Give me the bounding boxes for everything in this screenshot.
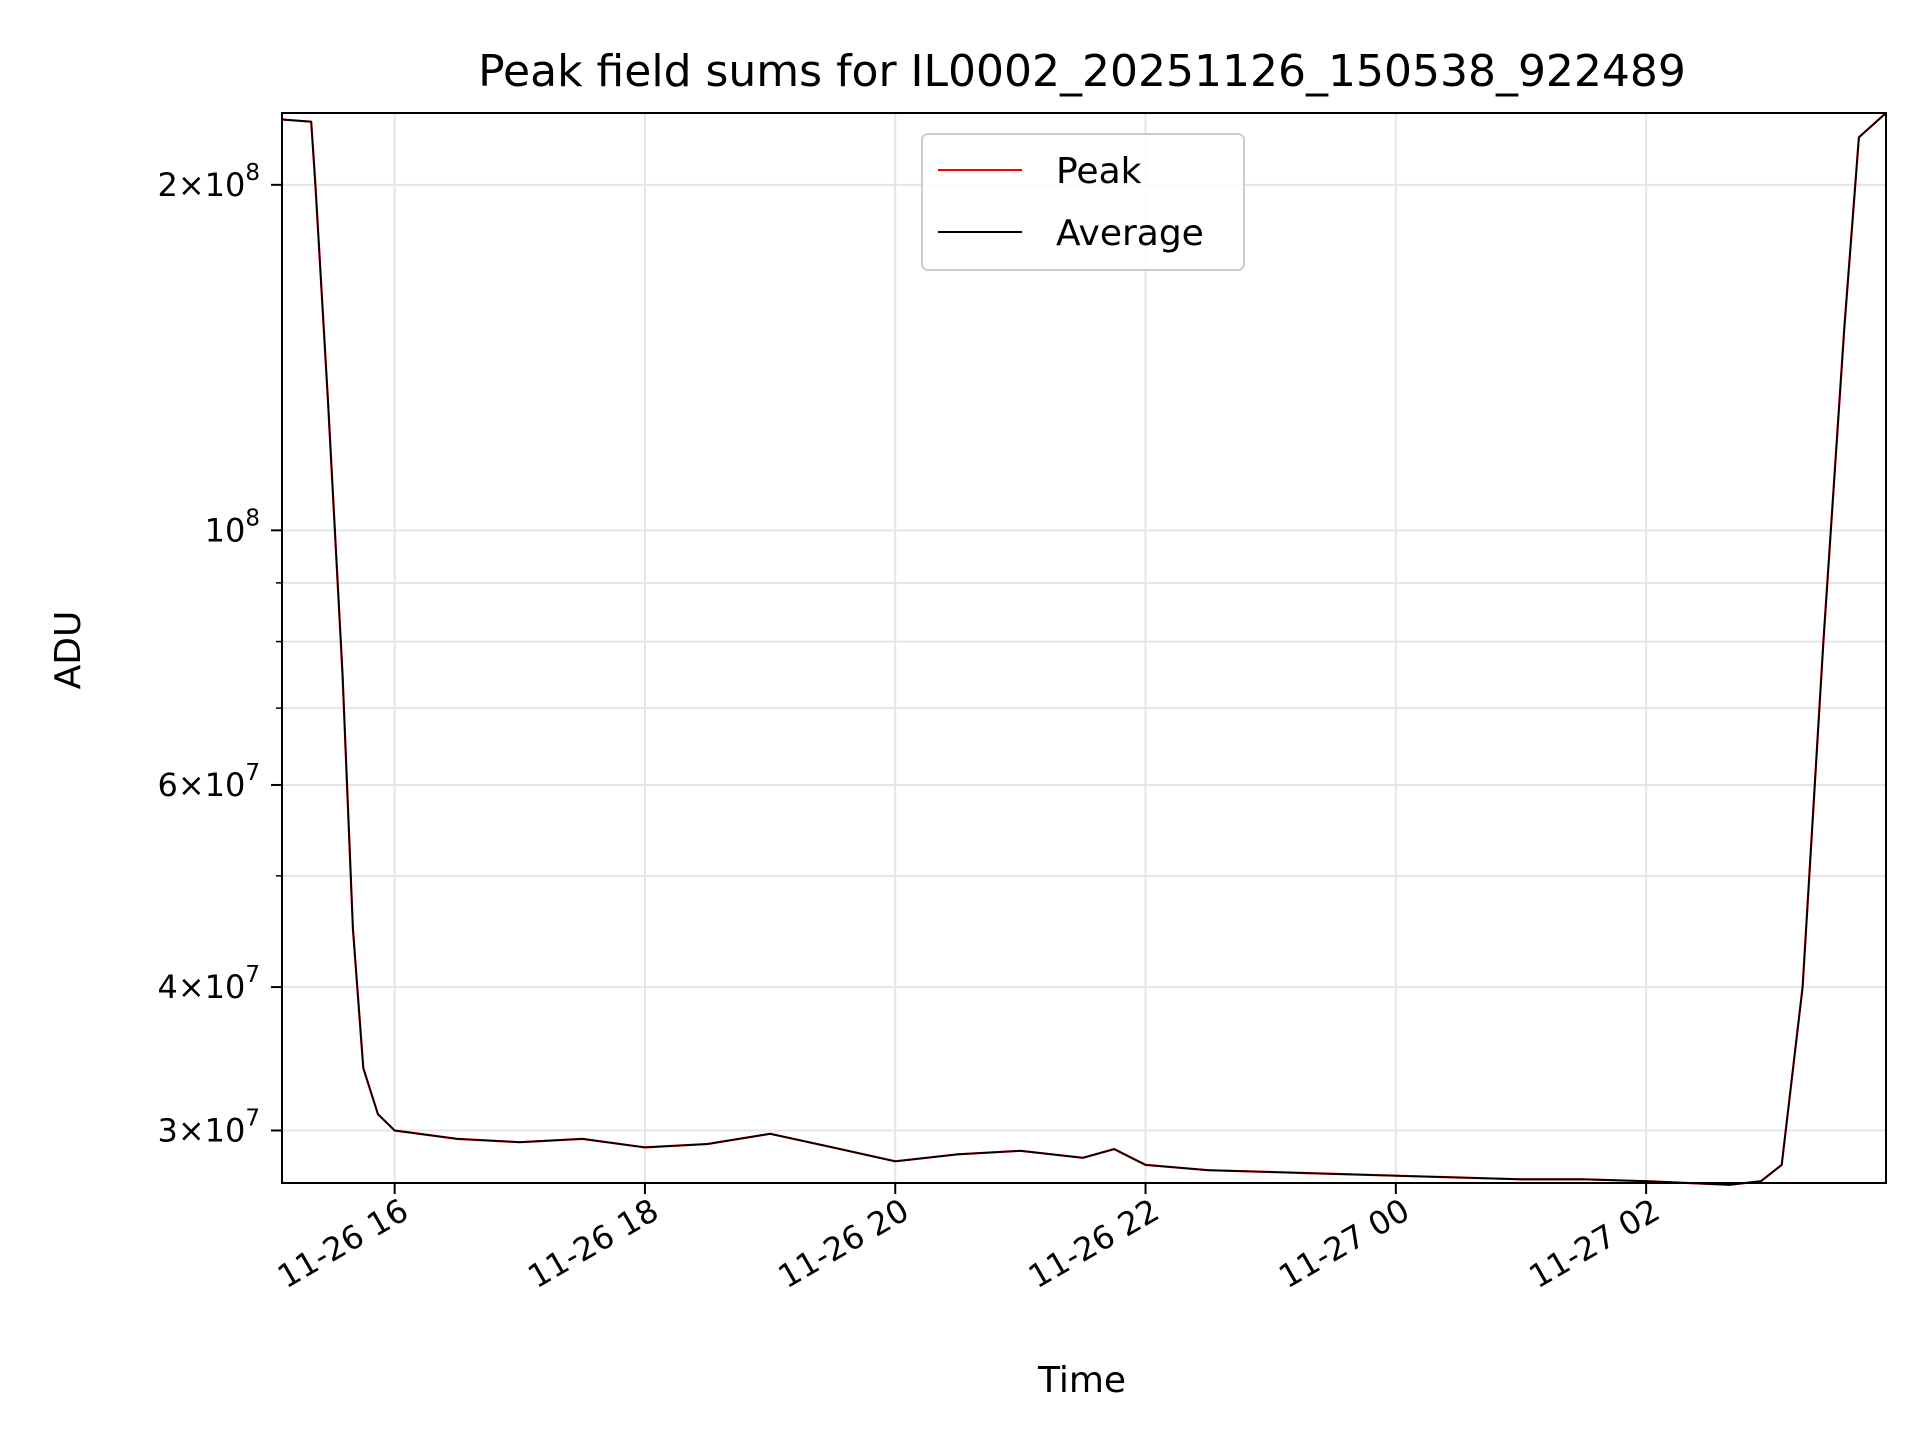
legend-box — [921, 133, 1245, 271]
legend-peak: Peak — [938, 151, 1142, 192]
legend: Peak Average — [921, 133, 1245, 271]
y-tick-label: 108 — [205, 505, 260, 549]
y-tick-label: 3×107 — [157, 1105, 260, 1149]
y-tick-base: 2×10 — [157, 166, 245, 204]
y-tick-base: 6×10 — [157, 766, 245, 804]
y-tick-base: 10 — [205, 511, 246, 549]
y-tick-label: 4×107 — [157, 962, 260, 1006]
chart-title: Peak field sums for IL0002_20251126_1505… — [478, 46, 1686, 97]
plot-frame — [281, 112, 1887, 1184]
legend-average-label: Average — [1056, 213, 1204, 254]
y-axis-label: ADU — [48, 611, 89, 690]
legend-average: Average — [938, 213, 1204, 254]
y-tick-base: 4×10 — [157, 968, 245, 1006]
y-tick-label: 6×107 — [157, 760, 260, 804]
y-tick-base: 3×10 — [157, 1111, 245, 1149]
y-tick-exponent: 7 — [245, 1105, 260, 1131]
y-tick-exponent: 7 — [245, 760, 260, 786]
legend-peak-label: Peak — [1056, 151, 1142, 192]
y-tick-exponent: 8 — [245, 505, 260, 531]
y-tick-exponent: 7 — [245, 962, 260, 988]
y-tick-label: 2×108 — [157, 160, 260, 204]
y-tick-exponent: 8 — [245, 160, 260, 186]
x-axis-label: Time — [1037, 1360, 1126, 1401]
